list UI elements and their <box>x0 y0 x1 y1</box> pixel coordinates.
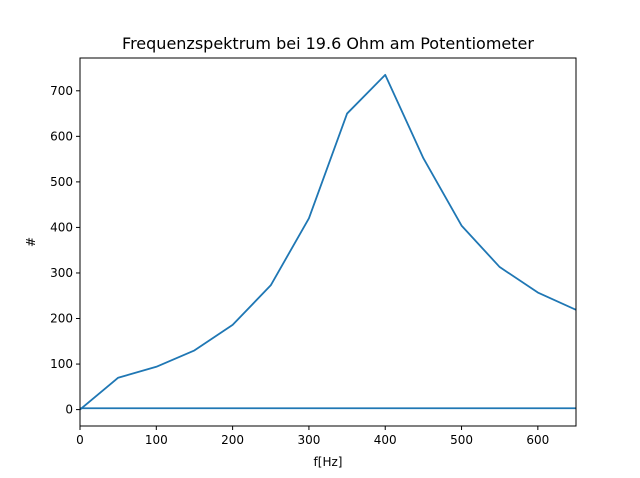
y-tick-label: 300 <box>50 266 73 280</box>
x-tick-label: 200 <box>221 433 244 447</box>
y-tick-label: 400 <box>50 220 73 234</box>
chart-title: Frequenzspektrum bei 19.6 Ohm am Potenti… <box>122 34 534 53</box>
plot-frame <box>79 57 577 427</box>
y-tick-label: 0 <box>65 403 73 417</box>
plot-area <box>80 73 576 411</box>
x-tick-label: 400 <box>374 433 397 447</box>
x-tick-label: 300 <box>297 433 320 447</box>
axis-ticks: 0 100 200 300 400 500 600 0 100 200 300 400 500 600 70… <box>50 84 549 447</box>
y-tick-label: 600 <box>50 129 73 143</box>
y-axis-label: # <box>24 237 38 247</box>
y-tick-label: 700 <box>50 84 73 98</box>
y-tick-label: 200 <box>50 312 73 326</box>
y-tick-label: 500 <box>50 175 73 189</box>
x-tick-label: 100 <box>145 433 168 447</box>
y-tick-label: 100 <box>50 357 73 371</box>
x-axis-label: f[Hz] <box>314 455 343 469</box>
x-tick-label: 0 <box>76 433 84 447</box>
x-tick-label: 500 <box>450 433 473 447</box>
x-tick-label: 600 <box>526 433 549 447</box>
series-line-1 <box>80 73 576 411</box>
